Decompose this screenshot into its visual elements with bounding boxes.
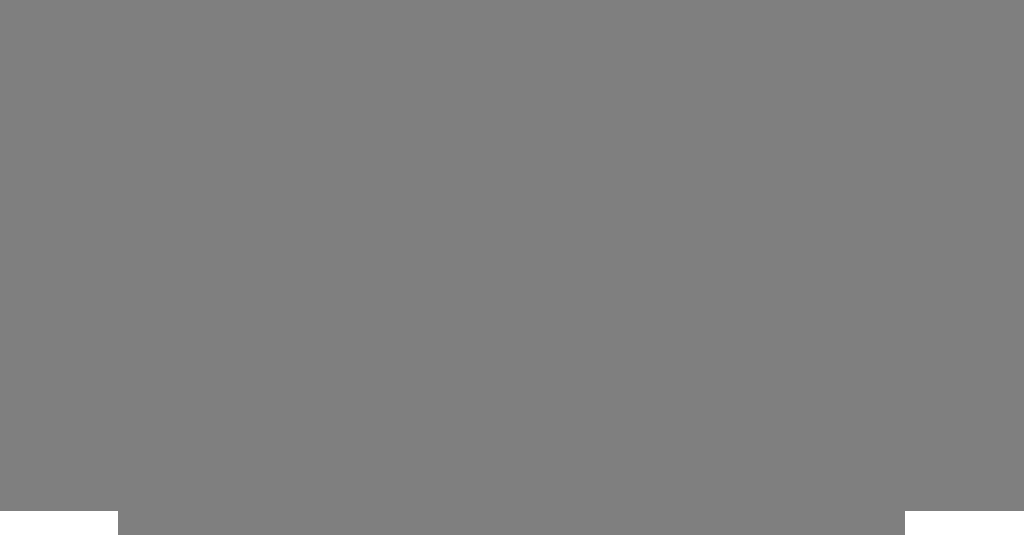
colorbar [0,511,1024,535]
sky-map-canvas [0,0,1024,511]
colorbar-right-labels [905,511,1024,535]
colorbar-left-labels [0,511,118,535]
colorbar-gradient [118,511,905,535]
